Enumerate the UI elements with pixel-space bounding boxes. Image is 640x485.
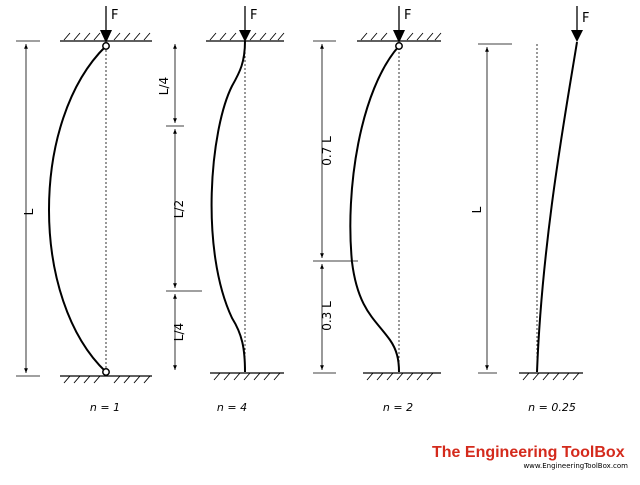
column-fixed-free: F L n = 0.25 xyxy=(470,6,589,414)
bottom-support-hatch xyxy=(60,375,152,384)
top-pin-joint xyxy=(102,42,110,50)
length-dimension xyxy=(478,43,512,374)
force-arrow xyxy=(239,6,251,42)
top-support-hatch xyxy=(357,32,442,42)
dimension-label-L: L xyxy=(470,206,484,213)
buckled-column xyxy=(210,40,246,373)
n-label: n = 2 xyxy=(383,401,413,414)
brand-url: www.EngineeringToolBox.com xyxy=(523,462,628,470)
force-label: F xyxy=(404,8,411,23)
force-label: F xyxy=(250,8,257,23)
bottom-support-hatch xyxy=(519,372,583,381)
buckled-column xyxy=(349,45,400,373)
column-pinned-pinned: F L n = 1 xyxy=(16,6,152,414)
segment-dimensions xyxy=(166,44,202,370)
length-dimension xyxy=(16,40,40,377)
force-arrow xyxy=(100,6,112,43)
n-label: n = 0.25 xyxy=(528,401,576,414)
dimension-label-L4-bottom: L/4 xyxy=(172,323,186,341)
buckled-column xyxy=(536,41,578,373)
brand-logo: The Engineering ToolBox www.EngineeringT… xyxy=(432,444,628,470)
dimension-label-L2: L/2 xyxy=(172,200,186,218)
buckled-column xyxy=(48,45,107,373)
force-arrow xyxy=(571,6,583,42)
bottom-pin-joint xyxy=(102,368,110,376)
force-arrow xyxy=(393,6,405,43)
dimension-label-0-3L: 0.3 L xyxy=(320,301,334,331)
column-fixed-fixed: F L/4 L/2 L/4 n = 4 xyxy=(157,6,285,414)
dimension-label-L: L xyxy=(22,208,36,215)
dimension-label-L4-top: L/4 xyxy=(157,77,171,95)
bottom-support-hatch xyxy=(210,372,284,381)
n-label: n = 4 xyxy=(217,401,247,414)
force-label: F xyxy=(582,11,589,26)
force-label: F xyxy=(111,8,118,23)
bottom-support-hatch xyxy=(363,372,441,381)
n-label: n = 1 xyxy=(90,401,120,414)
brand-name: The Engineering ToolBox xyxy=(432,444,625,461)
column-fixed-pinned: F 0.7 L 0.3 L n = 2 xyxy=(313,6,442,414)
segment-dimensions xyxy=(313,40,358,374)
top-pin-joint xyxy=(395,42,403,50)
dimension-label-0-7L: 0.7 L xyxy=(320,136,334,166)
